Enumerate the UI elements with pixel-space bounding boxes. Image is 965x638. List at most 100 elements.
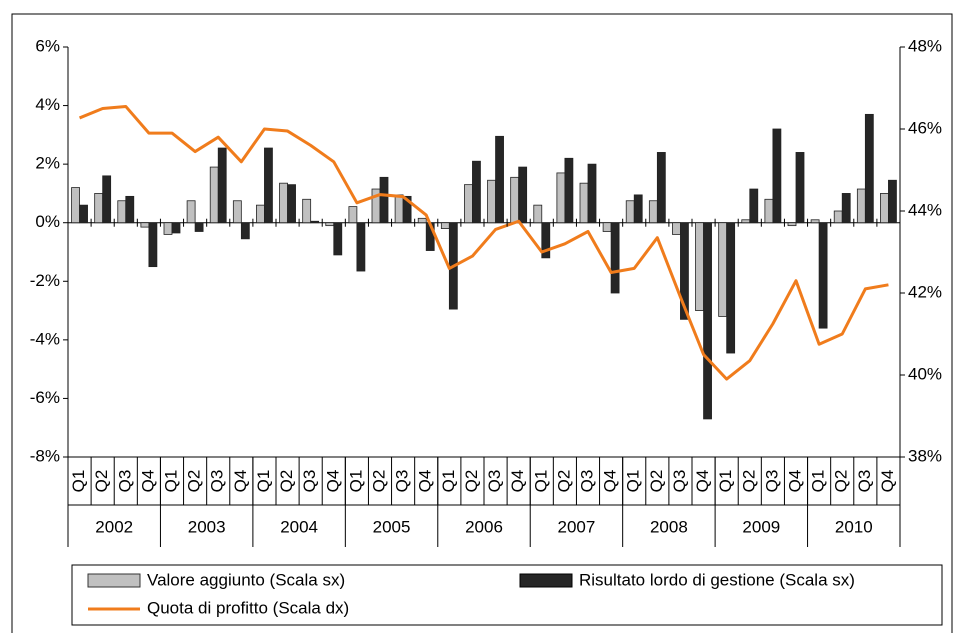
bar [186,200,196,224]
bar [209,166,219,224]
bar [695,222,704,311]
x-tick-label: Q3 [762,470,781,493]
x-tick-label: Q4 [508,470,527,493]
bar [833,210,843,224]
bar [125,195,135,224]
bar [556,172,566,224]
bar [264,147,273,224]
year-label: 2007 [558,517,596,536]
legend-box [71,564,943,626]
bar [94,193,104,224]
legend-swatch [519,573,573,588]
bar [787,222,797,227]
bar [880,193,889,224]
bar [348,206,358,224]
bar [841,193,851,224]
bar [749,188,759,224]
x-tick-label: Q4 [323,470,342,493]
bar [703,222,712,420]
y2-tick-label: 40% [908,364,942,383]
bar [394,194,404,224]
x-tick-label: Q4 [693,470,712,493]
x-tick-label: Q1 [624,470,643,493]
bar [472,160,481,224]
bar [579,182,589,224]
bar [240,222,250,240]
bar [510,176,520,224]
bar [333,222,343,256]
x-tick-label: Q4 [416,470,435,493]
bar [625,200,635,224]
bar [741,219,751,224]
y2-tick-label: 42% [908,282,942,301]
bar [795,152,805,224]
bar [163,222,173,235]
x-tick-label: Q2 [92,470,111,493]
bar [495,135,504,224]
bar [602,222,612,232]
y2-tick-label: 46% [908,118,942,137]
year-label: 2004 [280,517,318,536]
bar [440,222,450,229]
bar [888,179,897,224]
x-tick-label: Q3 [670,470,689,493]
bar [310,220,320,224]
x-tick-label: Q1 [161,470,180,493]
x-tick-label: Q1 [254,470,273,493]
x-tick-label: Q1 [716,470,735,493]
x-tick-label: Q3 [393,470,412,493]
year-label: 2003 [188,517,226,536]
bar [379,176,389,224]
bar [718,222,728,317]
year-label: 2002 [95,517,133,536]
bar [256,204,265,224]
y-tick-label: 4% [35,95,60,114]
bar [71,187,80,224]
bar [102,175,112,224]
x-tick-label: Q2 [462,470,481,493]
bar [633,194,643,224]
legend-label: Valore aggiunto (Scala sx) [147,570,345,589]
x-tick-label: Q4 [231,470,250,493]
bar [79,204,88,224]
x-tick-label: Q1 [346,470,365,493]
x-tick-label: Q2 [647,470,666,493]
bar [764,198,774,224]
x-tick-label: Q2 [369,470,388,493]
y-tick-label: -2% [30,271,60,290]
bar [656,152,666,224]
x-tick-label: Q2 [832,470,851,493]
bar [533,204,543,224]
x-tick-label: Q2 [554,470,573,493]
year-label: 2005 [373,517,411,536]
bar [232,200,242,224]
y-tick-label: -8% [30,446,60,465]
bar [648,200,658,224]
bar [302,198,312,224]
line [78,104,889,381]
x-tick-label: Q2 [739,470,758,493]
bar [140,222,150,228]
x-tick-label: Q4 [601,470,620,493]
x-tick-label: Q1 [809,470,828,493]
bar [610,222,620,294]
bar [287,184,296,224]
year-label: 2010 [835,517,873,536]
x-tick-label: Q3 [300,470,319,493]
y-tick-label: 0% [35,212,60,231]
bar [810,219,820,224]
bar [217,147,227,224]
legend-swatch [87,573,141,588]
year-label: 2006 [465,517,503,536]
y-tick-label: -4% [30,329,60,348]
bar [726,222,736,354]
bar [564,157,574,224]
bar [864,113,874,224]
bar [117,200,127,224]
x-tick-label: Q4 [785,470,804,493]
bar [194,222,204,232]
bar [856,188,866,224]
y2-tick-label: 44% [908,200,942,219]
bar [487,179,496,224]
